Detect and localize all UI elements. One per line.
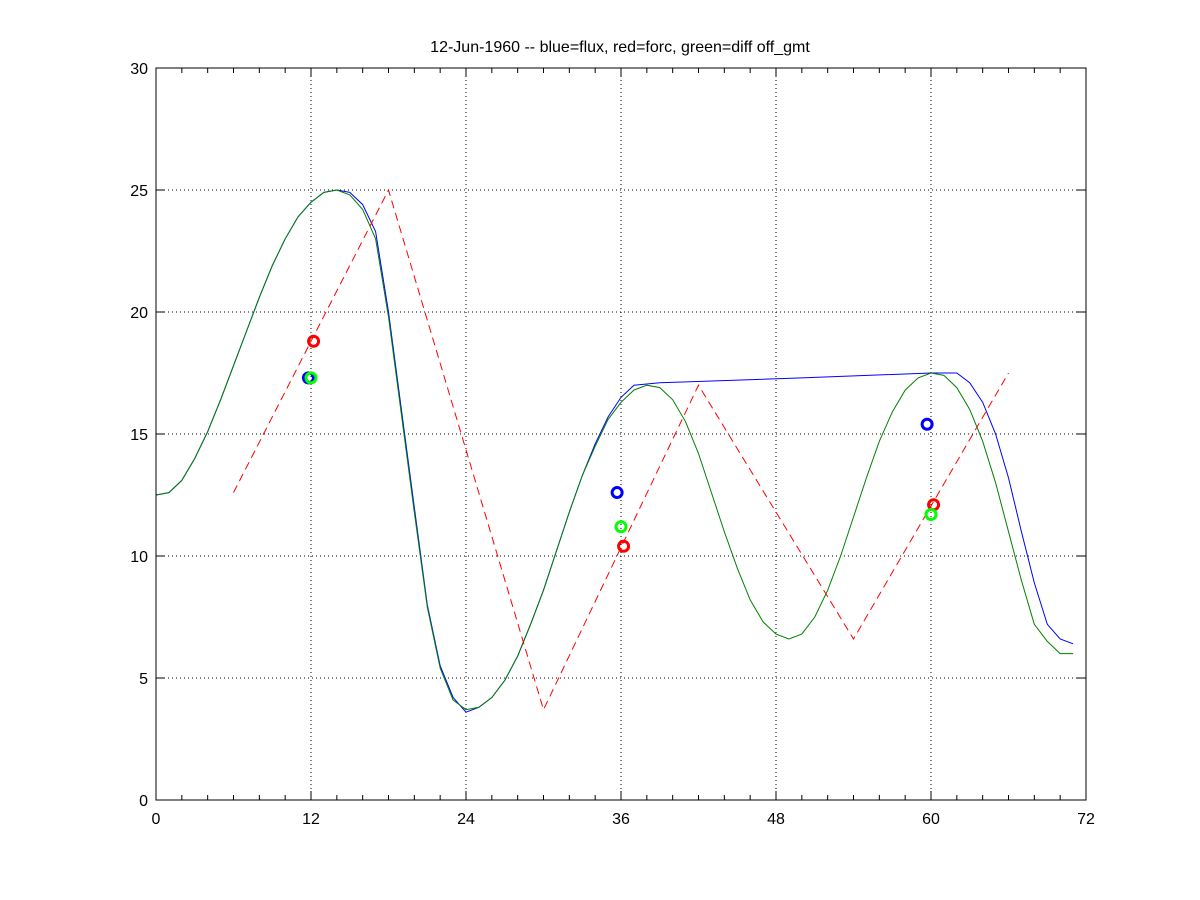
x-tick-label-5: 60 xyxy=(922,811,940,828)
tick-labels: 0 12 24 36 48 60 72 0 5 10 15 20 25 30 xyxy=(130,61,1095,828)
x-tick-label-0: 0 xyxy=(152,811,161,828)
x-tick-label-2: 24 xyxy=(457,811,475,828)
marker-flux-2 xyxy=(920,417,934,431)
y-tick-label-6: 30 xyxy=(130,61,148,78)
series-lines xyxy=(155,188,1074,713)
y-tick-label-3: 15 xyxy=(130,427,148,444)
series-markers xyxy=(301,334,941,553)
x-tick-label-1: 12 xyxy=(302,811,320,828)
y-tick-label-4: 20 xyxy=(130,305,148,322)
series-line-diff xyxy=(155,189,1074,711)
y-tick-label-0: 0 xyxy=(139,793,148,810)
marker-forc-1 xyxy=(617,539,631,553)
marker-diff-1 xyxy=(614,520,628,534)
x-tick-label-3: 36 xyxy=(612,811,630,828)
chart-title: 12-Jun-1960 -- blue=flux, red=forc, gree… xyxy=(430,39,810,56)
grid-lines xyxy=(156,68,1086,800)
y-tick-label-1: 5 xyxy=(139,671,148,688)
y-tick-label-5: 25 xyxy=(130,183,148,200)
marker-diff-0 xyxy=(304,371,318,385)
marker-forc-0 xyxy=(307,334,321,348)
x-tick-label-6: 72 xyxy=(1077,811,1095,828)
axes xyxy=(155,67,1087,801)
marker-diff-2 xyxy=(924,508,938,522)
marker-flux-1 xyxy=(610,486,624,500)
y-tick-label-2: 10 xyxy=(130,549,148,566)
series-line-forc xyxy=(233,188,1009,712)
x-tick-label-4: 48 xyxy=(767,811,785,828)
